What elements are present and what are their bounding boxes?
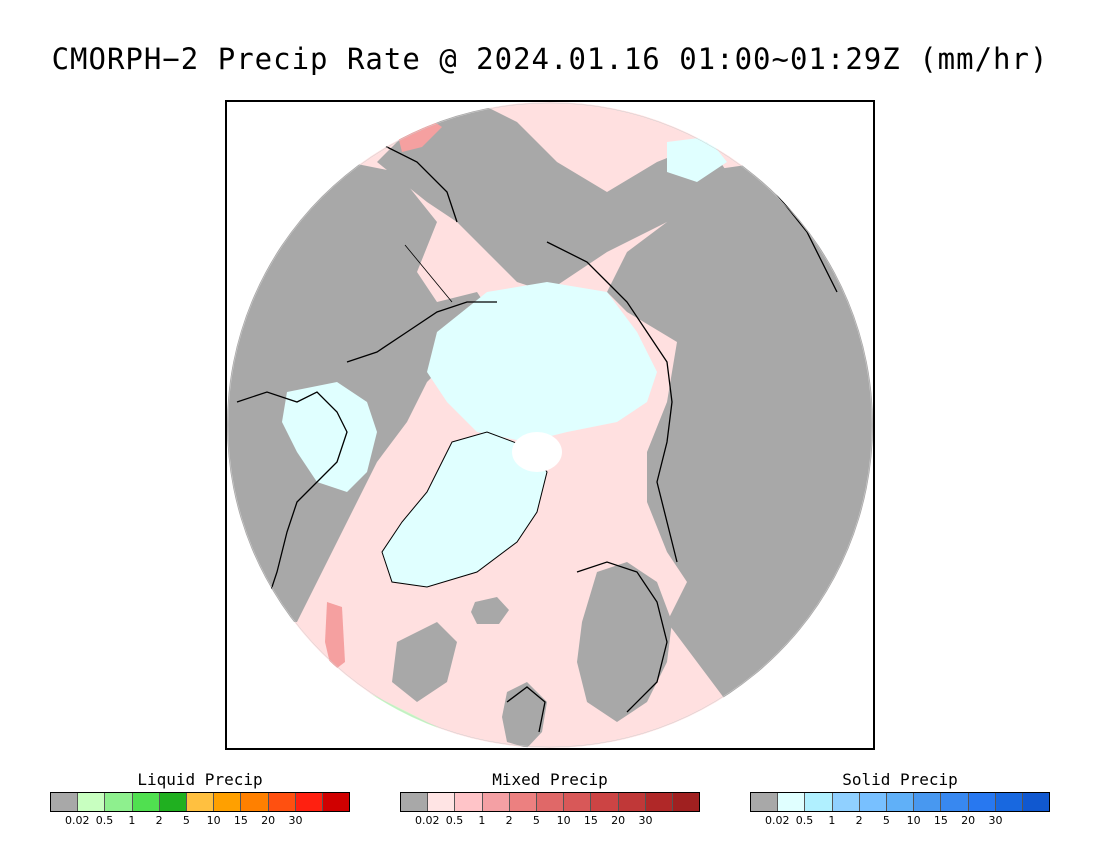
legend-swatch [241, 793, 269, 811]
legend-tick-label: 20 [611, 814, 626, 827]
legend-title: Mixed Precip [492, 770, 608, 789]
legend-tick-label: 0.02 [65, 814, 90, 827]
legend-swatch [322, 793, 350, 811]
chart-title: CMORPH−2 Precip Rate @ 2024.01.16 01:00~… [51, 42, 1049, 76]
land-alaska [377, 102, 727, 292]
land-north-america [227, 162, 497, 622]
legend-swatch [914, 793, 942, 811]
legend-ticks: 0.02 0.5 1 2 5 10 15 20 30 [750, 812, 1050, 828]
legend-swatch [132, 793, 160, 811]
legend-tick-label: 1 [478, 814, 486, 827]
legend-tick-label: 0.5 [795, 814, 814, 827]
legend-tick-label: 5 [882, 814, 890, 827]
land-eurasia [607, 162, 873, 748]
legend-swatch [564, 793, 592, 811]
legend-swatch [886, 793, 915, 811]
legend-tick-label: 20 [261, 814, 276, 827]
legend-tick-label: 1 [828, 814, 836, 827]
legend-tick-label: 0.02 [415, 814, 440, 827]
legend-swatch [941, 793, 969, 811]
legend-swatch [751, 793, 779, 811]
legend-colorbar [50, 792, 350, 812]
legend-tick-label: 5 [182, 814, 190, 827]
legend-tick-label: 30 [638, 814, 653, 827]
legend-swatch [78, 793, 106, 811]
mixed-precip-labrador [325, 602, 345, 672]
solid-precip-canada [282, 382, 377, 492]
solid-precip-east-siberia [667, 137, 727, 182]
legend-swatch [778, 793, 806, 811]
north-pole-hole [512, 432, 562, 472]
legend-mixed: Mixed Precip 0.02 0.5 1 2 5 10 15 20 30 [400, 770, 700, 828]
legend-swatch [645, 793, 673, 811]
map-disc-edge [227, 102, 873, 748]
legend-tick-label: 10 [556, 814, 571, 827]
legend-title: Liquid Precip [137, 770, 263, 789]
legend-tick-label: 30 [988, 814, 1003, 827]
legend-tick-label: 2 [155, 814, 163, 827]
legend-swatch [968, 793, 996, 811]
legend-swatch [805, 793, 833, 811]
legend-swatch [1022, 793, 1050, 811]
legend-tick-label: 10 [906, 814, 921, 827]
legend-tick-label: 15 [233, 814, 248, 827]
legend-ticks: 0.02 0.5 1 2 5 10 15 20 30 [50, 812, 350, 828]
political-border [404, 244, 453, 303]
legend-colorbar [400, 792, 700, 812]
legend-tick-label: 0.5 [445, 814, 464, 827]
legend-swatch [214, 793, 242, 811]
legend-solid: Solid Precip 0.02 0.5 1 2 5 10 15 20 30 [750, 770, 1050, 828]
legend-swatch [859, 793, 887, 811]
legend-swatch [672, 793, 700, 811]
legend-swatch [482, 793, 510, 811]
legend-swatch [268, 793, 296, 811]
legend-title: Solid Precip [842, 770, 958, 789]
land-iceland [471, 597, 509, 624]
legend-swatch [591, 793, 619, 811]
legend-tick-label: 5 [532, 814, 540, 827]
legend-tick-label: 0.5 [95, 814, 114, 827]
solid-precip-arctic [427, 282, 657, 442]
legend-swatch [509, 793, 537, 811]
legend-tick-label: 0.02 [765, 814, 790, 827]
legend-swatch [428, 793, 456, 811]
legend-swatch [105, 793, 133, 811]
legend-tick-label: 1 [128, 814, 136, 827]
legend-tick-label: 20 [961, 814, 976, 827]
legend-swatch [995, 793, 1023, 811]
map-canvas [227, 102, 873, 748]
legend-swatch [401, 793, 429, 811]
legend-tick-label: 10 [206, 814, 221, 827]
legend-swatch [186, 793, 215, 811]
land-scandinavia [577, 562, 672, 722]
legend-tick-label: 30 [288, 814, 303, 827]
legend-swatch [295, 793, 323, 811]
legend-swatch [832, 793, 860, 811]
legend-swatch [536, 793, 565, 811]
legend-swatch [159, 793, 187, 811]
legend-liquid: Liquid Precip 0.02 0.5 1 2 5 10 15 20 30 [50, 770, 350, 828]
legend-swatch [51, 793, 79, 811]
legend-tick-label: 15 [933, 814, 948, 827]
legend-ticks: 0.02 0.5 1 2 5 10 15 20 30 [400, 812, 700, 828]
legend-tick-label: 15 [583, 814, 598, 827]
legend-tick-label: 2 [855, 814, 863, 827]
land-british-isles [502, 682, 547, 748]
legend-swatch [618, 793, 646, 811]
legend-swatch [455, 793, 483, 811]
legend-colorbar [750, 792, 1050, 812]
legend-tick-label: 2 [505, 814, 513, 827]
polar-map [225, 100, 875, 750]
no-precip-atlantic [392, 622, 457, 702]
